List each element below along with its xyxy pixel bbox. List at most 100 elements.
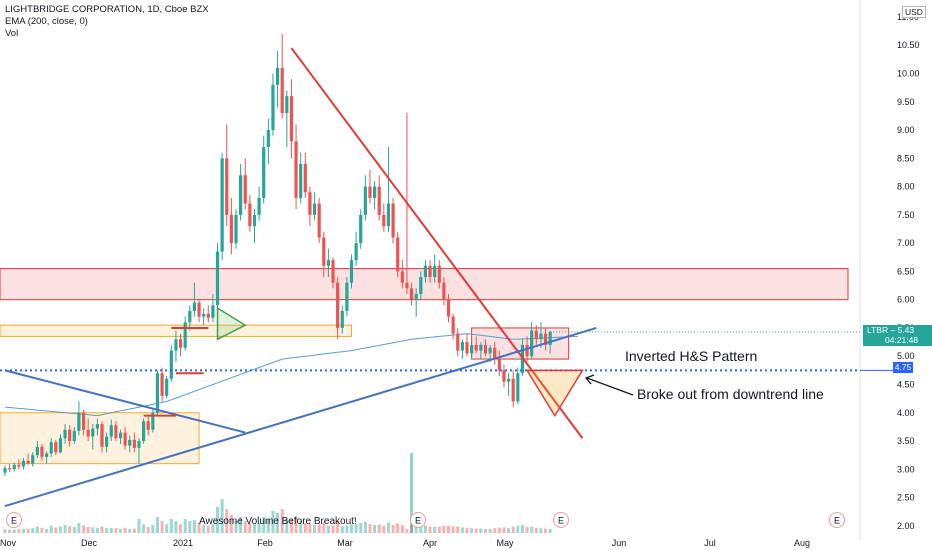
uptrend-line [4,327,597,508]
candle [40,443,44,461]
annotation-arrow-shaft [586,377,634,396]
candle-body [349,260,354,283]
volume-bar [229,515,233,533]
candle-body [312,203,317,215]
candle-body [95,424,99,429]
y-tick-label: 8.50 [897,153,915,163]
candle-body [229,214,233,244]
candle [368,169,372,204]
candle [479,342,483,360]
breakout-annotation: Broke out from downtrend line [637,386,824,402]
candle-body [442,282,446,300]
candle-body [446,299,451,317]
candle [266,118,270,164]
downtrend-line [290,47,584,439]
candle [506,373,511,396]
y-tick-label: 2.50 [897,493,915,503]
candle [349,254,354,289]
candle-body [72,430,76,442]
x-tick-label: Aug [794,538,810,548]
candle [543,327,548,351]
y-tick-label: 10.50 [897,40,920,50]
candle-body [220,158,224,252]
candle-body [91,428,95,437]
ema-indicator-label[interactable]: EMA (200, close, 0) [5,16,88,27]
candle-body [239,175,243,215]
candle-body [483,344,488,354]
candle-body [155,373,160,413]
candle [169,344,173,382]
candle [248,195,252,232]
candle [21,458,26,470]
volume-bar [165,524,169,533]
candle-body [377,186,381,215]
volume-bar [266,519,270,533]
volume-bar [243,521,247,533]
x-tick-label: Dec [81,538,98,548]
candle [257,186,261,221]
candle-body [479,344,483,351]
candle [446,294,451,323]
candle-body [31,455,35,464]
candle-body [511,378,515,402]
candle-body [100,424,104,447]
volume-bar [12,529,16,533]
y-tick-label: 7.00 [897,238,915,248]
candle [137,438,141,464]
candle-body [460,342,464,351]
currency-badge[interactable]: USD [902,6,926,18]
candle-body [151,412,155,430]
candle-body [543,333,548,345]
candle-body [280,67,284,114]
volume-bar [289,519,293,533]
candle [317,197,321,244]
volume-bar [354,524,358,533]
y-tick-label: 9.00 [897,125,915,135]
y-tick-label: 3.50 [897,436,915,446]
candle-body [548,331,552,345]
bull-flag-triangle [216,306,247,341]
candle-body [17,464,21,467]
volume-bar [530,526,534,533]
volume-bar [82,525,86,533]
candle-body [308,192,312,215]
uptrend-line [4,369,246,434]
volume-bar [58,526,62,533]
y-tick-label: 4.00 [897,408,915,418]
candle-body [188,310,192,323]
candle-body [192,302,197,311]
candle [428,260,432,283]
volume-bar [54,527,58,533]
chart-legend: LIGHTBRIDGE CORPORATION, 1D, Cboe BZX EM… [5,4,209,40]
volume-bar [400,525,404,533]
candle-body [271,84,275,131]
volume-bar [183,519,187,533]
candle [252,209,257,244]
candle-body [456,333,460,351]
candle-body [359,214,363,244]
volume-bar [137,519,141,533]
y-tick-label: 10.00 [897,69,920,79]
volume-bar [470,528,474,533]
volume-indicator-label[interactable]: Vol [5,28,19,39]
candle-body [534,330,538,340]
volume-bar [359,523,363,533]
volume-bar [474,528,478,533]
volume-bar [511,526,515,533]
candle [359,209,363,249]
volume-bar [63,525,67,533]
candle-body [363,186,367,215]
volume-bar [72,527,76,533]
candle [128,435,132,453]
earnings-marker-label: E [415,516,421,526]
volume-bar [396,523,400,533]
x-tick-label: Jun [612,538,627,548]
candle-body [423,265,428,278]
volume-bar [188,521,192,533]
candle [151,409,155,433]
candle [493,342,497,365]
volume-bar [336,521,340,533]
volume-bar [216,507,220,533]
bar-countdown: 04:21:48 [885,335,919,345]
